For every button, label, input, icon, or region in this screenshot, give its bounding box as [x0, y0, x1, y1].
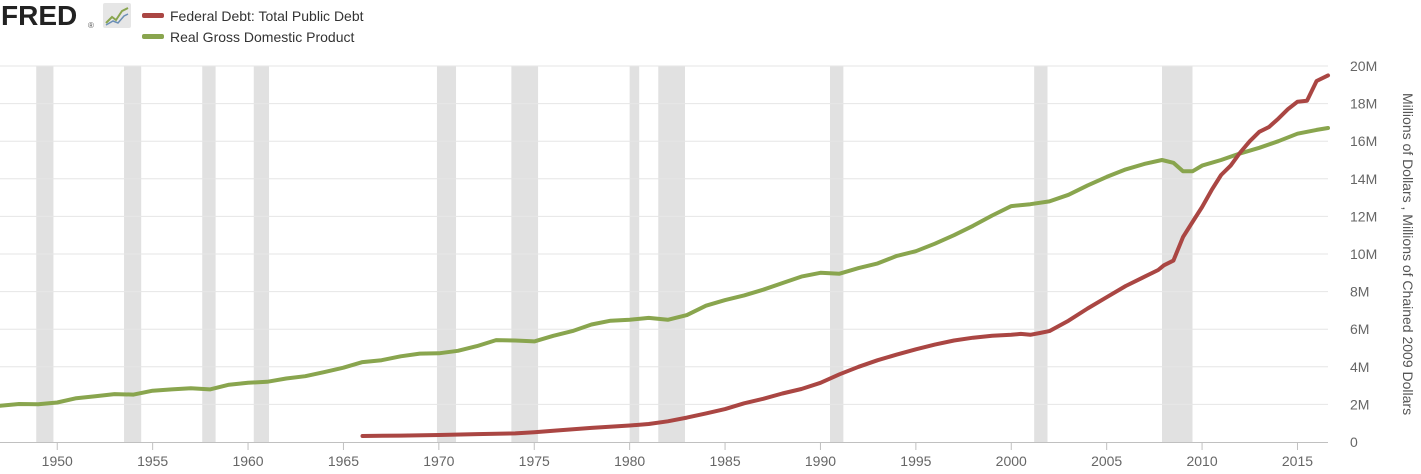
fred-logo-graphic: FRED ®	[1, 0, 131, 31]
y-tick-label-14M: 14M	[1350, 171, 1377, 187]
fred-logo-registered: ®	[88, 21, 94, 30]
legend-swatch-federal-debt	[142, 13, 164, 18]
x-tick-label-1960: 1960	[232, 453, 263, 469]
y-tick-label-10M: 10M	[1350, 246, 1377, 262]
y-tick-label-18M: 18M	[1350, 96, 1377, 112]
x-tick-label-2015: 2015	[1282, 453, 1313, 469]
legend-item-real-gdp[interactable]: Real Gross Domestic Product	[142, 26, 364, 47]
y-tick-label-8M: 8M	[1350, 284, 1369, 300]
x-tick-label-2010: 2010	[1186, 453, 1217, 469]
y-tick-label-4M: 4M	[1350, 359, 1369, 375]
chart-line-icon	[103, 3, 131, 28]
x-tick-label-1980: 1980	[614, 453, 645, 469]
x-tick-label-2000: 2000	[996, 453, 1027, 469]
x-tick-label-1990: 1990	[805, 453, 836, 469]
y-tick-label-6M: 6M	[1350, 321, 1369, 337]
legend-label-real-gdp: Real Gross Domestic Product	[170, 28, 355, 45]
y-tick-label-2M: 2M	[1350, 396, 1369, 412]
x-tick-label-1970: 1970	[423, 453, 454, 469]
series-line-federal-debt-total-public-debt[interactable]	[360, 73, 1330, 438]
fred-logo-text: FRED	[1, 0, 77, 31]
series-line-real-gross-domestic-product[interactable]	[0, 126, 1330, 408]
chart-legend: Federal Debt: Total Public Debt Real Gro…	[142, 5, 364, 47]
y-tick-label-12M: 12M	[1350, 208, 1377, 224]
legend-swatch-real-gdp	[142, 34, 164, 39]
y-axis: 0 2M 4M 6M 8M 10M 12M 14M 16M 18M 20M	[1350, 58, 1377, 450]
legend-label-federal-debt: Federal Debt: Total Public Debt	[170, 7, 364, 24]
x-tick-label-1985: 1985	[709, 453, 740, 469]
fred-logo[interactable]: FRED ®	[0, 0, 135, 39]
x-tick-label-1975: 1975	[519, 453, 550, 469]
series-lines	[0, 73, 1330, 438]
x-axis: 1950 1955 1960 1965 1970 1975 1980 1985 1990 1995…	[0, 442, 1328, 469]
y-tick-label-0: 0	[1350, 434, 1358, 450]
x-tick-label-1950: 1950	[42, 453, 73, 469]
x-tick-label-1955: 1955	[137, 453, 168, 469]
y-axis-title: Millions of Dollars , Millions of Chaine…	[1400, 93, 1416, 415]
y-tick-label-20M: 20M	[1350, 58, 1377, 74]
legend-item-federal-debt[interactable]: Federal Debt: Total Public Debt	[142, 5, 364, 26]
x-tick-label-2005: 2005	[1091, 453, 1122, 469]
x-tick-label-1995: 1995	[900, 453, 931, 469]
y-tick-label-16M: 16M	[1350, 133, 1377, 149]
x-tick-label-1965: 1965	[328, 453, 359, 469]
